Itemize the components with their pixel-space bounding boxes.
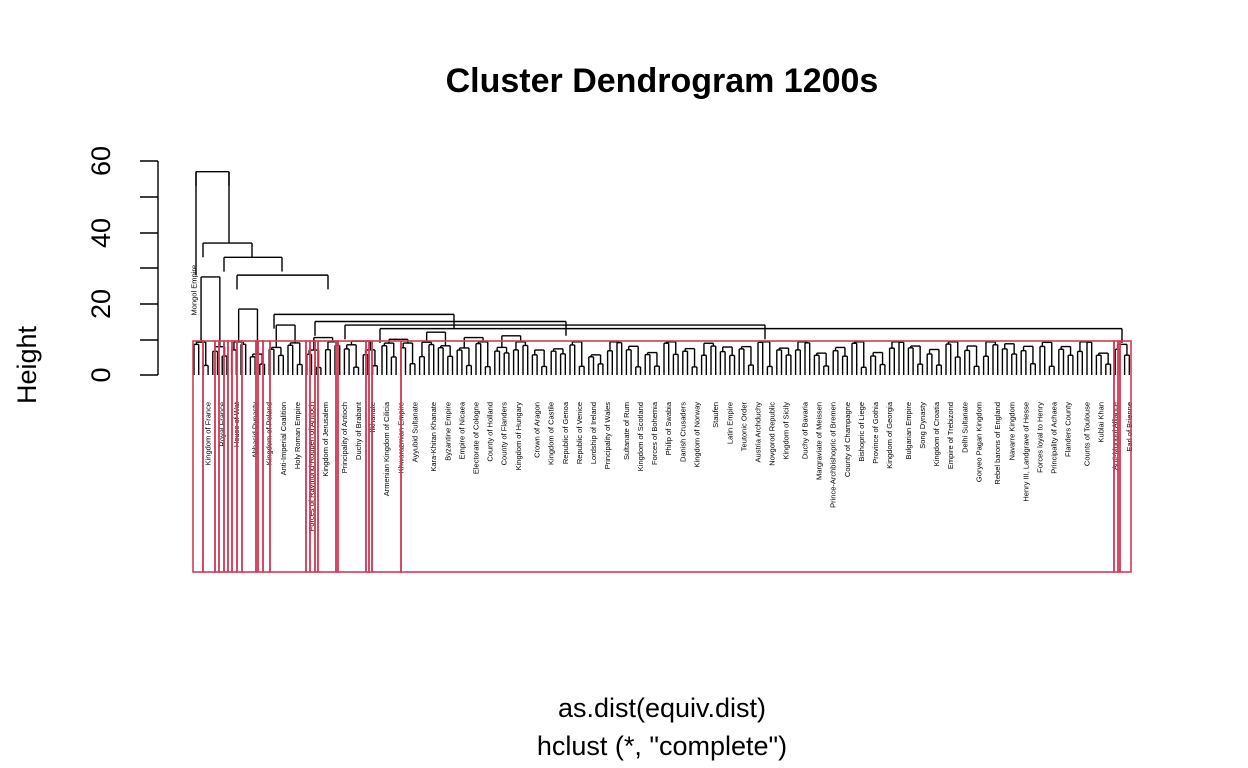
leaf-label: Teutonic Order — [739, 402, 748, 452]
leaf-label: Republic of Genoa — [561, 401, 570, 464]
leaf-label: County of Holland — [486, 402, 495, 462]
y-axis: 0 20 40 60 — [86, 146, 159, 383]
leaf-label: Principality of Antioch — [340, 402, 349, 473]
leaf-label: Kara-Khitan Khanate — [429, 402, 438, 472]
leaf-label: Navarre Kingdom — [1007, 402, 1016, 460]
leaf-label: Armenian Kingdom of Cilicia — [382, 401, 391, 496]
leaf-label: Earl of Brienne — [1125, 402, 1134, 452]
leaf-label: Austria Archduchy — [754, 402, 763, 463]
leaf-label: Duchy of Brabant — [354, 401, 363, 460]
cluster-rectangles — [192, 340, 1132, 573]
leaf-label: County of Champagne — [843, 402, 852, 477]
leaf-label: Latin Empire — [725, 402, 734, 444]
leaf-label: Electorate of Cologne — [472, 402, 481, 474]
x-axis-label: as.dist(equiv.dist) — [558, 693, 766, 723]
leaf-label: Lordship of Ireland — [589, 402, 598, 464]
y-tick-label-20: 20 — [86, 289, 116, 319]
leaf-labels: Mongol Empire Kingdom of France Royal Fran… — [190, 265, 1134, 531]
leaf-label: Anti-Mongol Alliance — [1111, 402, 1120, 470]
leaf-label: Staufen — [711, 402, 720, 428]
leaf-label: Principality of Achaea — [1050, 401, 1059, 474]
leaf-label: Province of Gothia — [871, 401, 880, 464]
leaf-label: Novgorod Republic — [768, 402, 777, 466]
y-tick-label-40: 40 — [86, 218, 116, 248]
leaf-label: Empire of Trebizond — [946, 402, 955, 469]
leaf-label: Forces loyal to Henry — [1036, 402, 1045, 473]
leaf-label: Kingdom of Castile — [547, 402, 556, 465]
leaf-label: Flanders County — [1064, 402, 1073, 457]
y-tick-label-60: 60 — [86, 146, 116, 176]
cluster-rect — [192, 340, 204, 573]
leaf-label: Bishopric of Liege — [857, 402, 866, 462]
leaf-label: Duchy of Bavaria — [801, 401, 810, 459]
subtitle: hclust (*, "complete") — [537, 731, 787, 761]
leaf-label: Empire of Nicaea — [457, 401, 466, 459]
leaf-label: Kingdom of Croatia — [932, 401, 941, 466]
leaf-label: Kingdom of Norway — [692, 402, 701, 468]
leaf-label: Royal France — [218, 402, 227, 447]
leaf-label: County of Flanders — [500, 402, 509, 466]
leaf-label: Prince-Archbishopric of Bremen — [829, 402, 838, 508]
leaf-label: Counts of Toulouse — [1083, 402, 1092, 466]
leaf-label: Holy Roman Empire — [293, 402, 302, 469]
leaf-label: Anti-Imperial Coalition — [279, 402, 288, 475]
y-tick-label-0: 0 — [86, 367, 116, 382]
cluster-rect — [1119, 340, 1132, 573]
leaf-label: Principality of Wales — [603, 402, 612, 469]
leaf-label: Bulgarian Empire — [904, 402, 913, 460]
leaf-label: Forces of Bohemia — [650, 401, 659, 465]
leaf-label: Goryeo Pagan Kingdom — [974, 402, 983, 482]
leaf-label: Ayyubid Sultanate — [410, 402, 419, 462]
leaf-label: Henry III, Landgrave of Hesse — [1021, 402, 1030, 502]
leaf-label: Philip of Swabia — [664, 401, 673, 455]
leaf-label: Margraviate of Meissen — [815, 402, 824, 480]
leaf-label: Kingdom of Hungary — [514, 402, 523, 471]
chart-title: Cluster Dendrogram 1200s — [446, 62, 879, 100]
leaf-label: Kingdom of Sicily — [782, 402, 791, 460]
leaf-label: Byzantine Empire — [443, 402, 452, 461]
leaf-label: Song Dynasty — [918, 402, 927, 449]
leaf-label: Kingdom of Jerusalem — [321, 402, 330, 477]
leaf-label: Forces of Raymond-Roupen of Antioch — [307, 402, 316, 531]
leaf-label: Kublai Khan — [1097, 402, 1106, 442]
leaf-label: Crown of Aragon — [533, 402, 542, 458]
leaf-label: Rebel barons of England — [993, 402, 1002, 485]
leaf-label: Sultanate of Rum — [622, 402, 631, 460]
leaf-label: Kingdom of Georgia — [885, 401, 894, 469]
leaf-label: Republic of Venice — [575, 402, 584, 464]
y-axis-label: Height — [12, 325, 42, 404]
leaf-label: Abbasid Dynasty — [251, 402, 260, 459]
leaf-label: Danish Crusaders — [678, 402, 687, 462]
leaf-label: Kingdom of Scotland — [636, 402, 645, 471]
leaf-label: Mongol Empire — [190, 265, 199, 315]
dendrogram-tree — [193, 170, 1131, 375]
leaf-label: Delhi Sultanate — [960, 402, 969, 453]
leaf-label: Kingdom of France — [204, 402, 213, 465]
